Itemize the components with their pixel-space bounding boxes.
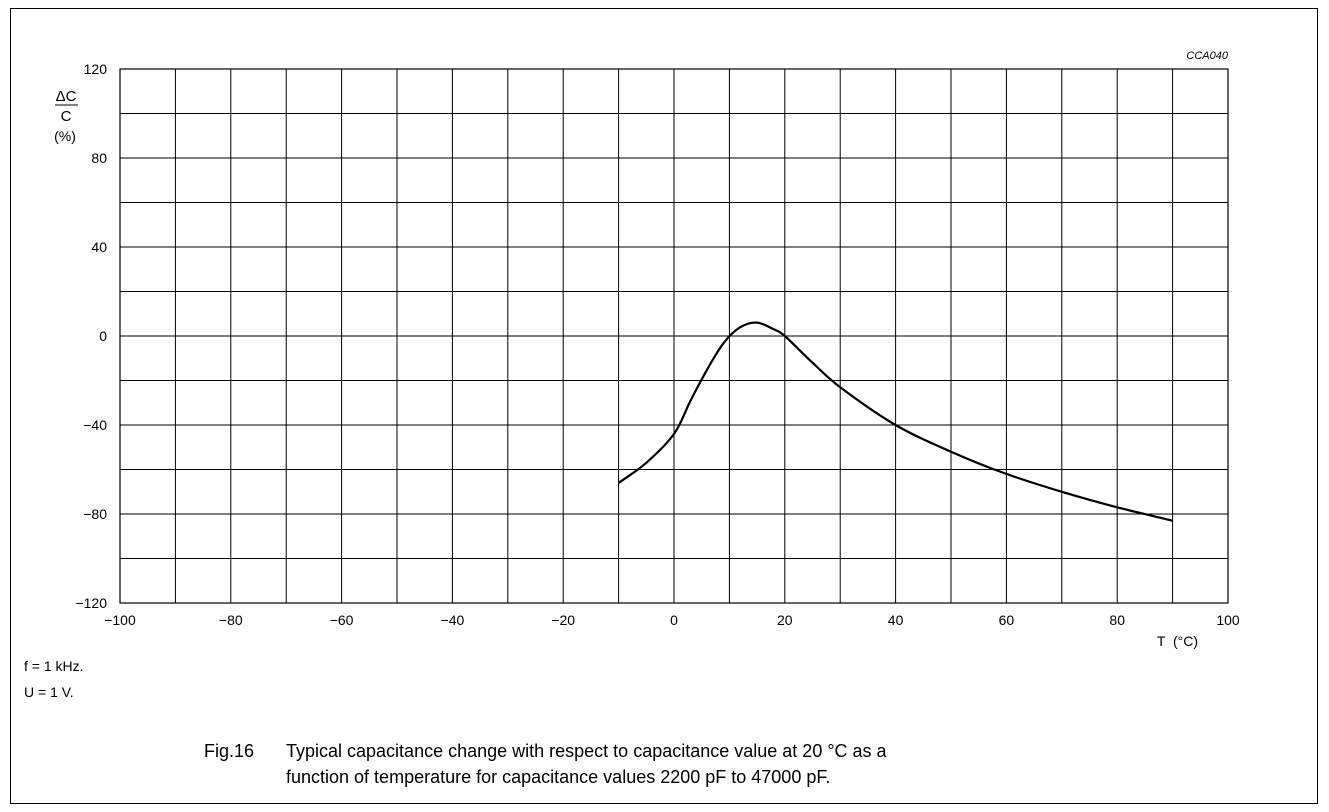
x-tick-label: −80: [219, 612, 243, 628]
y-axis-label-numerator: ΔC: [56, 88, 77, 105]
y-axis-label: ΔC C (%): [54, 88, 78, 144]
chart-series: [617, 321, 1173, 522]
note-frequency: f = 1 kHz.: [24, 658, 84, 674]
y-tick-label: −40: [83, 417, 107, 433]
y-axis-label-denominator: C: [61, 108, 72, 125]
figure-caption: Fig.16 Typical capacitance change with re…: [204, 738, 887, 790]
x-tick-label: −40: [441, 612, 465, 628]
x-tick-label: −60: [330, 612, 354, 628]
x-axis-label: T (°C): [1157, 633, 1198, 649]
chart-tick-labels: −100 −80 −60 −40 −20 0 20 40 60 80 100 120 80 40 0 −40 −…: [75, 61, 1239, 628]
y-tick-label: 0: [99, 328, 107, 344]
x-tick-label: −20: [551, 612, 575, 628]
note-voltage: U = 1 V.: [24, 684, 74, 700]
figure-code: CCA040: [1186, 50, 1228, 62]
y-tick-label: −120: [75, 595, 107, 611]
x-tick-label: 40: [888, 612, 904, 628]
chart-grid: [119, 68, 1229, 604]
x-tick-label: 60: [999, 612, 1015, 628]
x-tick-label: 100: [1216, 612, 1240, 628]
x-tick-label: 20: [777, 612, 793, 628]
figure-frame: [10, 8, 1318, 804]
y-tick-label: 80: [91, 150, 107, 166]
y-axis-label-unit: (%): [54, 128, 76, 144]
y-tick-label: 120: [84, 61, 108, 77]
y-tick-label: 40: [91, 239, 107, 255]
caption-line-2: function of temperature for capacitance …: [286, 767, 831, 787]
x-tick-label: 80: [1109, 612, 1125, 628]
figure-number: Fig.16: [204, 741, 255, 761]
series-line: [617, 321, 1173, 522]
caption-line-1: Typical capacitance change with respect …: [286, 741, 887, 761]
plot-area-border: [119, 68, 1229, 604]
x-tick-label: 0: [670, 612, 678, 628]
y-tick-label: −80: [83, 506, 107, 522]
x-tick-label: −100: [104, 612, 136, 628]
